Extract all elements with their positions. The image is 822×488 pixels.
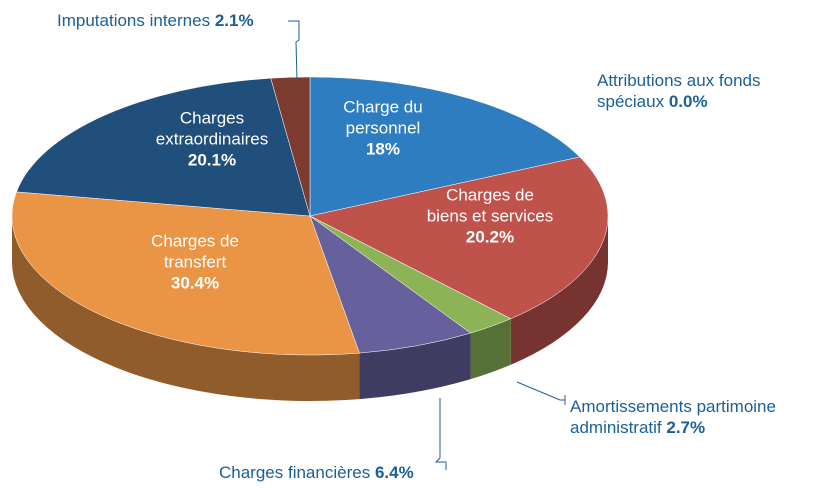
slice-side: [510, 216, 608, 365]
value-label: 30.4%: [170, 273, 220, 293]
value-label: 20.1%: [187, 150, 237, 170]
slice-label: Attributions aux fonds spéciaux 0.0%: [597, 70, 760, 112]
slice: [309, 156, 609, 320]
slice-label: Imputations internes 2.1%: [57, 10, 254, 31]
leader-line: [434, 398, 447, 470]
category-label: Amortissements partimoine administratif: [570, 397, 776, 437]
slice-side: [359, 333, 471, 400]
value-label: 18%: [365, 139, 401, 159]
category-label: Attributions aux fonds spéciaux: [597, 71, 761, 111]
leader-line: [288, 20, 300, 81]
slice: [270, 76, 311, 217]
value-label: 20.2%: [465, 227, 515, 247]
value-label: 2.7%: [666, 418, 706, 437]
value-label: 2.1%: [214, 11, 254, 30]
category-label: Charges de biens et services: [426, 185, 554, 226]
slice: [16, 77, 311, 217]
slice-side: [12, 216, 360, 402]
slice-label: Charges de transfert 30.4%: [151, 231, 239, 294]
category-label: Charges financières: [219, 463, 371, 482]
leader-line: [516, 381, 566, 405]
category-label: Imputations internes: [57, 11, 211, 30]
slice-side: [470, 318, 511, 380]
category-label: Charges de transfert: [151, 231, 239, 272]
slice-label: Amortissements partimoine administratif …: [570, 396, 776, 438]
slice-label: Charges extraordinaires 20.1%: [156, 108, 268, 171]
category-label: Charges extraordinaires: [155, 108, 269, 149]
slice-label: Charges de biens et services 20.2%: [427, 185, 554, 248]
slice: [309, 76, 581, 217]
category-label: Charge du personnel: [343, 97, 423, 138]
slice: [11, 191, 360, 356]
slice-label: Charges financières 6.4%: [219, 462, 414, 483]
slice: [309, 215, 472, 354]
value-label: 6.4%: [374, 463, 414, 482]
slice-label: Charge du personnel 18%: [343, 97, 422, 160]
value-label: 0.0%: [668, 92, 708, 111]
